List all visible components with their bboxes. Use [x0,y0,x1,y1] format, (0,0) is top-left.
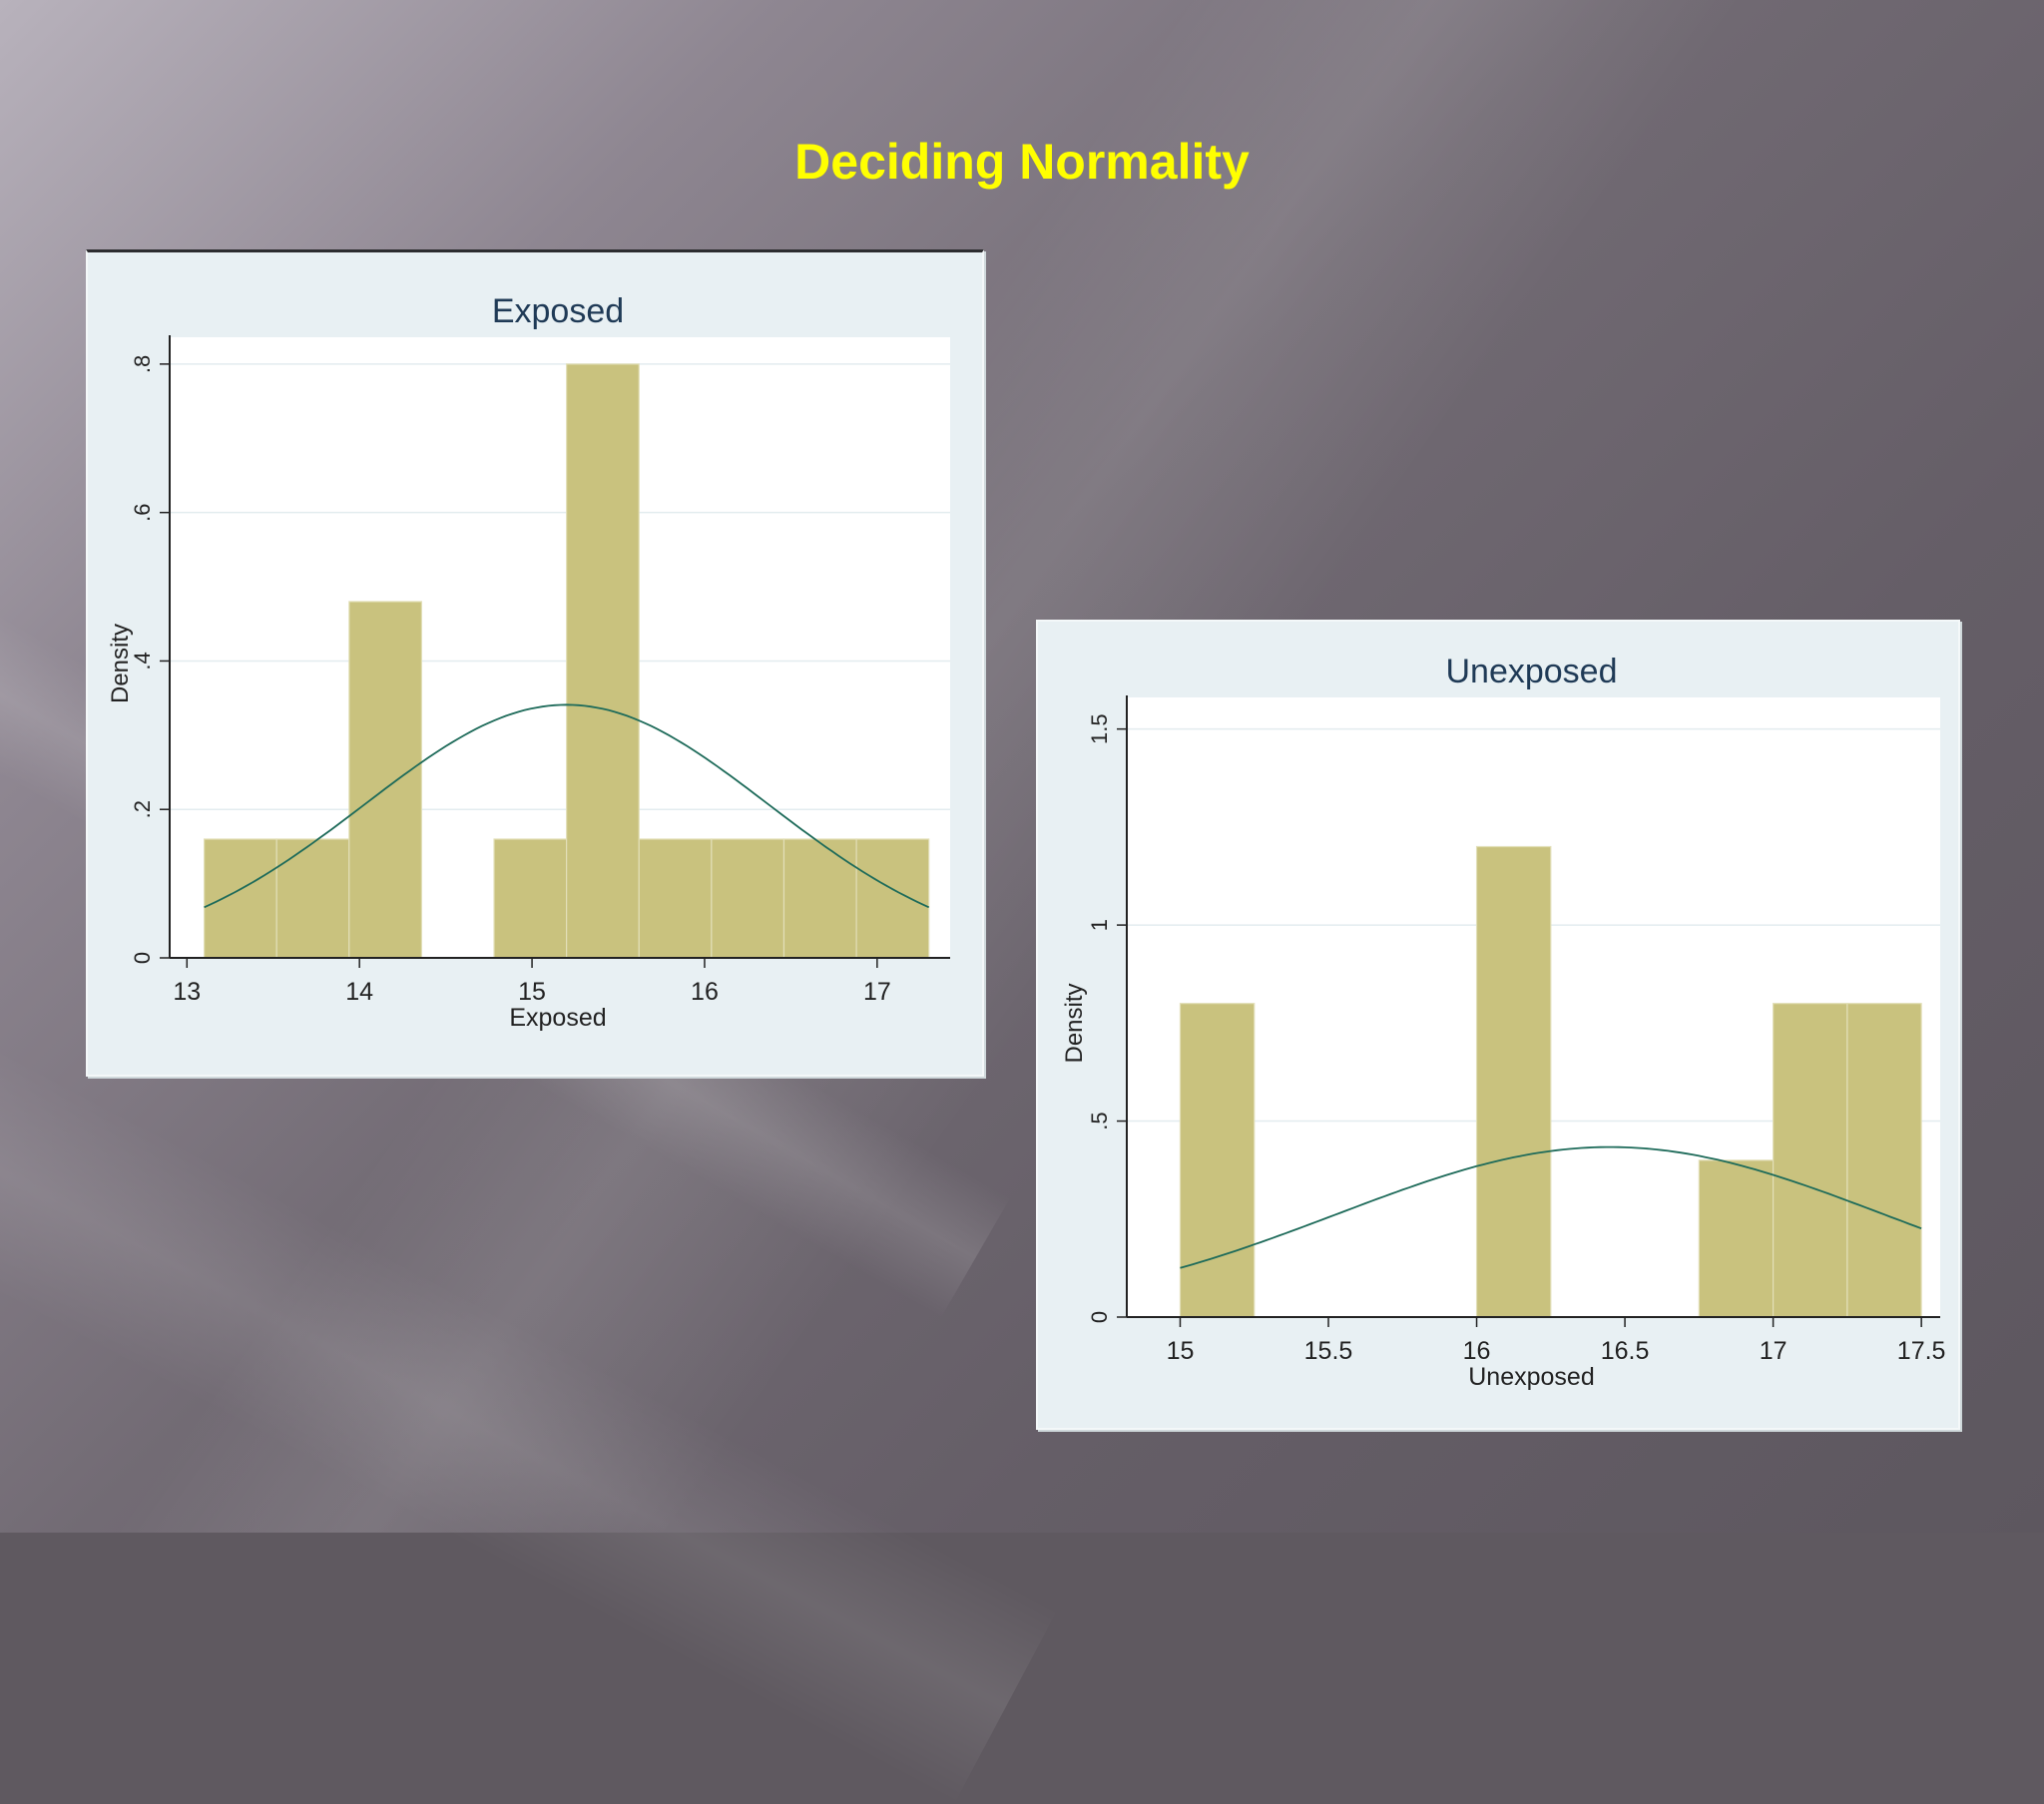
y-tick-label: .5 [1087,1112,1112,1129]
histogram-bar [1773,1003,1848,1318]
y-tick-label: .2 [130,800,155,818]
histogram-bar [1179,1003,1256,1318]
histogram-bar [855,838,930,959]
histogram-bar [638,838,713,959]
x-axis-label: Unexposed [1468,1363,1594,1391]
chart-title: Exposed [492,292,624,330]
histogram-bar [1846,1003,1922,1318]
exposed-histogram-panel: 13 14 15 16 17 0 .2 .4 .6 .8 Exposed Exposed Density [86,249,984,1077]
x-tick-label: 17 [863,978,891,1006]
normal-density-curve [1180,1145,1922,1269]
histogram-bar [348,601,423,959]
y-axis-label: Density [107,624,134,703]
slide-title: Deciding Normality [794,134,1250,190]
y-tick-label: .6 [130,503,155,521]
y-tick-label: 1 [1087,919,1112,931]
histogram-bar [1475,845,1552,1318]
histogram-bar [275,838,350,959]
histogram-bar [711,838,785,959]
x-tick-label: 13 [173,978,201,1006]
x-tick-label: 15 [518,978,546,1006]
y-tick-label: 1.5 [1087,713,1112,744]
histogram-bar [493,838,568,959]
x-tick-label: 15 [1167,1337,1195,1365]
chart-title: Unexposed [1445,653,1617,690]
exposed-histogram-chart: 13 14 15 16 17 0 .2 .4 .6 .8 Exposed Exposed Density [107,292,950,1032]
histogram-bar [566,363,640,959]
y-tick-label: 0 [130,952,155,964]
x-tick-label: 17 [1760,1337,1788,1365]
unexposed-histogram-panel: 15 15.5 16 16.5 17 17.5 0 .5 1 1.5 Unexposed Unexpo… [1036,620,1960,1430]
x-tick-label: 16 [691,978,719,1006]
x-axis-label: Exposed [509,1004,606,1032]
y-tick-label: .8 [130,355,155,373]
histogram-bar [203,838,277,959]
y-tick-label: 0 [1087,1311,1112,1323]
x-tick-label: 16.5 [1601,1337,1650,1365]
y-axis-label: Density [1061,983,1088,1063]
y-tick-label: .4 [130,652,155,670]
histogram-bar [782,838,857,959]
x-tick-label: 14 [345,978,373,1006]
x-tick-label: 16 [1463,1337,1491,1365]
x-tick-label: 17.5 [1897,1337,1946,1365]
x-tick-label: 15.5 [1304,1337,1353,1365]
histogram-bar [1698,1159,1775,1318]
normal-density-curve [204,703,930,909]
unexposed-histogram-chart: 15 15.5 16 16.5 17 17.5 0 .5 1 1.5 Unexposed Unexpo… [1061,653,1946,1391]
